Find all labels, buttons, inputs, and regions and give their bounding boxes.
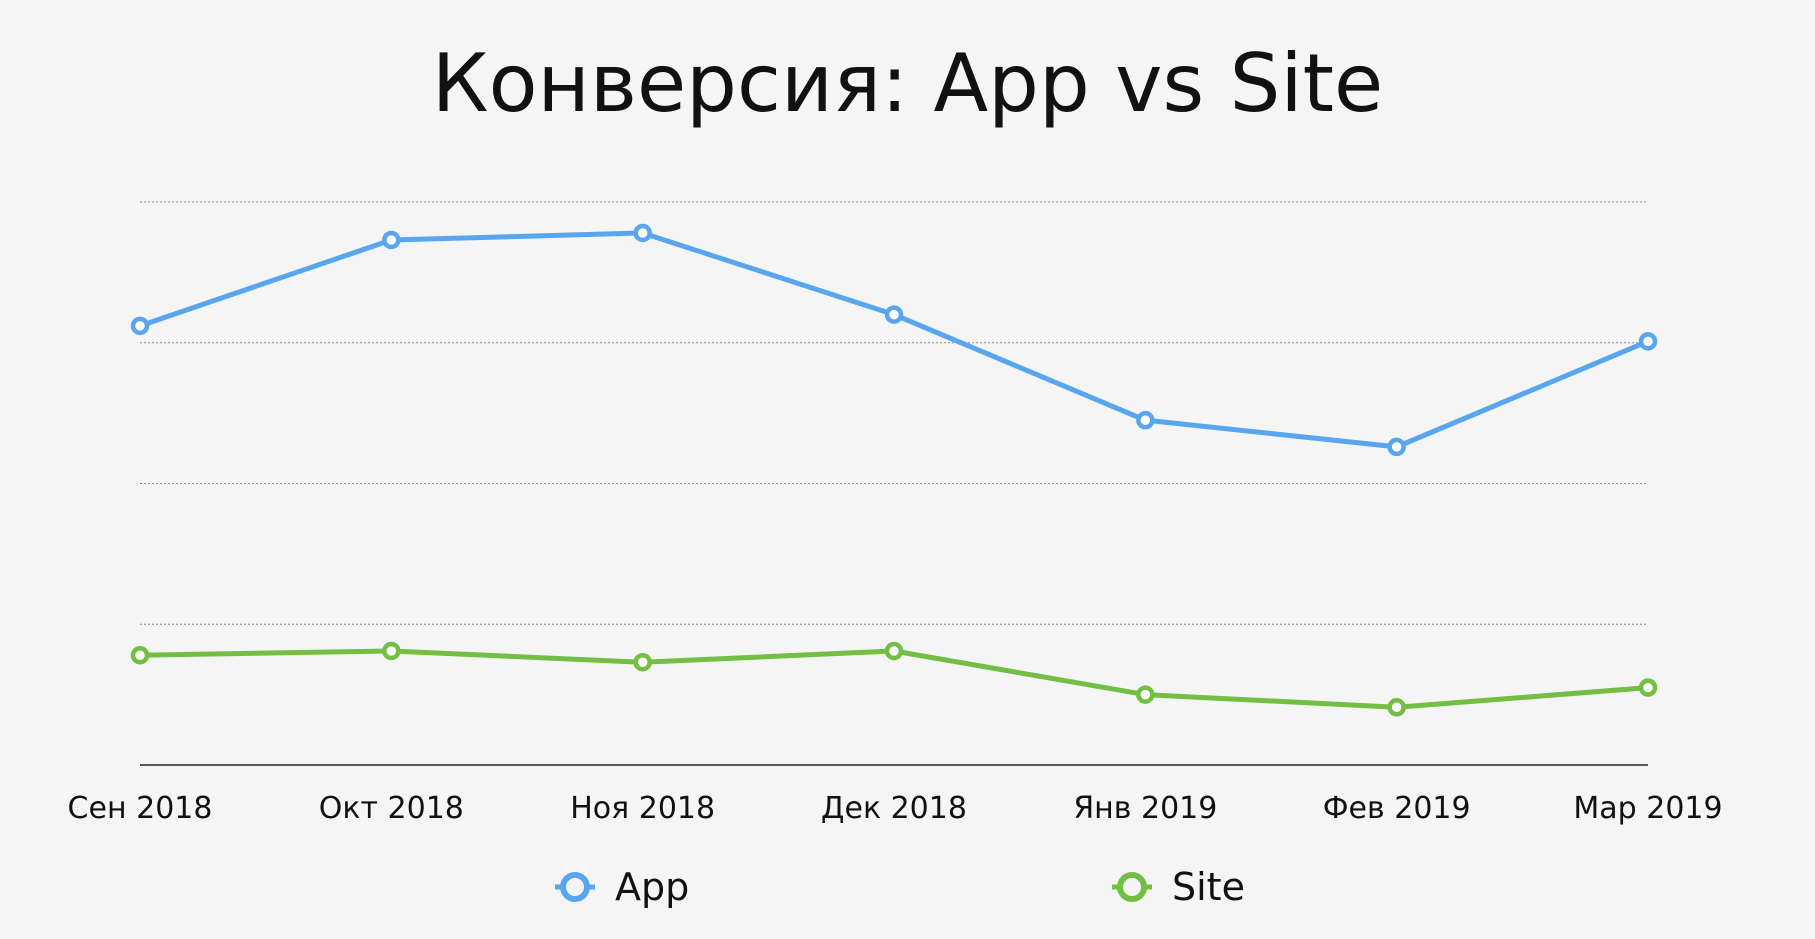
grid-lines (140, 201, 1648, 625)
x-tick-label: Янв 2019 (1073, 791, 1217, 826)
x-tick-labels: Сен 2018 Окт 2018 Ноя 2018 Дек 2018 Янв 2019… (68, 791, 1723, 826)
data-point (1638, 332, 1658, 351)
data-point (884, 305, 904, 324)
legend-label: Site (1172, 865, 1245, 909)
data-point (1136, 410, 1155, 430)
legend-item-site: Site (1112, 865, 1245, 909)
chart-title: Конверсия: App vs Site (431, 37, 1384, 130)
x-tick-label: Окт 2018 (319, 791, 464, 826)
legend-label: App (615, 865, 689, 909)
series-layer (130, 223, 1658, 717)
data-point (130, 316, 150, 336)
data-point (1638, 678, 1658, 697)
legend-item-app: App (555, 865, 689, 909)
legend: App Site (555, 865, 1245, 909)
data-point (382, 641, 401, 661)
data-point (130, 645, 150, 665)
series-site (130, 641, 1658, 717)
series-app (130, 223, 1658, 457)
data-point (1136, 685, 1155, 704)
x-tick-label: Мар 2019 (1573, 791, 1722, 826)
data-point (382, 230, 401, 250)
data-point (1387, 698, 1406, 717)
x-tick-label: Сен 2018 (68, 791, 213, 826)
data-point (1387, 437, 1406, 457)
legend-marker-icon (1117, 872, 1147, 902)
series-line (137, 230, 1651, 450)
x-tick-label: Фев 2019 (1323, 791, 1471, 826)
data-point (633, 653, 652, 672)
data-point (633, 223, 652, 243)
x-tick-label: Дек 2018 (821, 791, 967, 826)
legend-marker-icon (560, 872, 590, 902)
data-point (884, 641, 904, 661)
x-tick-label: Ноя 2018 (570, 791, 715, 826)
